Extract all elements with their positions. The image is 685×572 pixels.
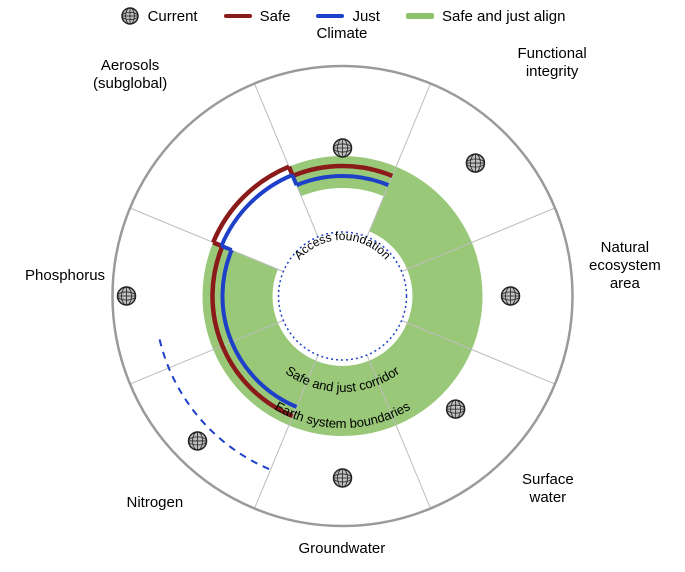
current-globe-phosphorus — [118, 287, 136, 305]
current-globe-natural-ecosystem — [502, 287, 520, 305]
legend-safe-swatch — [224, 14, 252, 18]
legend: Current Safe Just Safe and just align — [0, 6, 685, 26]
legend-current: Current — [120, 6, 198, 26]
sector-label-functional-integrity: Functional integrity — [518, 45, 587, 81]
spoke — [254, 84, 318, 237]
current-globe-nitrogen — [189, 432, 207, 450]
legend-just: Just — [316, 8, 380, 25]
legend-sj-swatch — [406, 13, 434, 19]
legend-just-swatch — [316, 14, 344, 18]
legend-current-label: Current — [148, 8, 198, 25]
current-globe-functional-integrity — [466, 154, 484, 172]
legend-just-label: Just — [352, 8, 380, 25]
legend-safe-label: Safe — [260, 8, 291, 25]
sector-label-surface-water: Surface water — [522, 471, 574, 507]
earth-system-boundaries-diagram: Current Safe Just Safe and just align Ac… — [0, 0, 685, 572]
current-globe-climate — [334, 139, 352, 157]
globe-icon — [120, 6, 140, 26]
legend-sj-label: Safe and just align — [442, 8, 565, 25]
current-globe-groundwater — [334, 469, 352, 487]
legend-safe: Safe — [224, 8, 291, 25]
sector-label-climate: Climate — [317, 25, 368, 43]
sector-label-nitrogen: Nitrogen — [127, 494, 184, 512]
sector-label-natural-ecosystem: Natural ecosystem area — [589, 239, 661, 293]
legend-sj-align: Safe and just align — [406, 8, 565, 25]
sector-label-groundwater: Groundwater — [299, 540, 386, 558]
sector-label-phosphorus: Phosphorus — [25, 267, 105, 285]
sector-label-aerosols: Aerosols (subglobal) — [93, 57, 167, 93]
spoke — [130, 208, 283, 272]
current-globe-surface-water — [447, 400, 465, 418]
